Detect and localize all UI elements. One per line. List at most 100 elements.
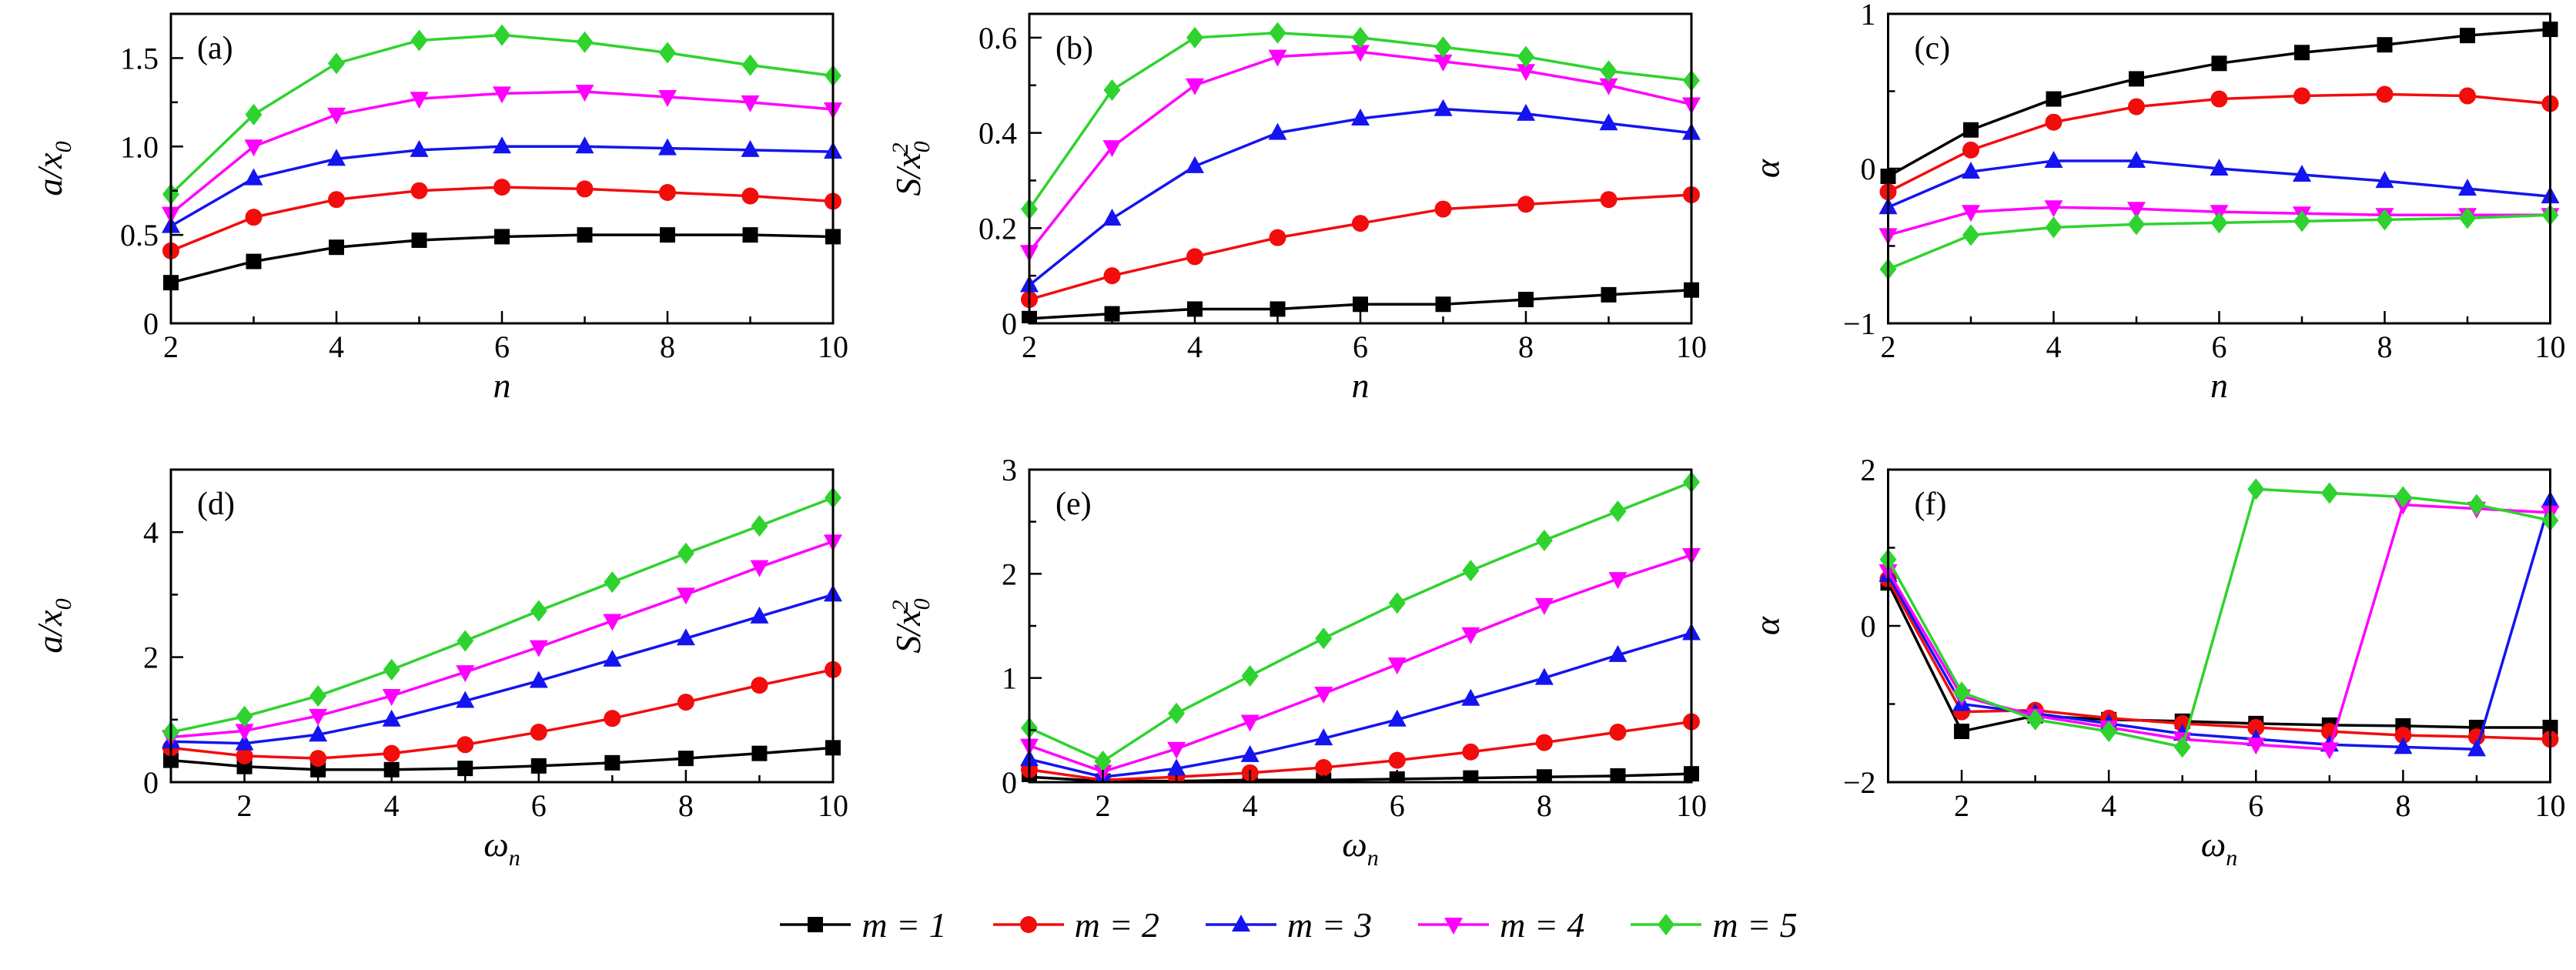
- triangle-up-marker: [2044, 150, 2063, 168]
- y-tick-label: 1.0: [120, 129, 159, 164]
- diamond-marker: [1315, 627, 1333, 650]
- panel-a-chart: 2 4 6 8 10 0 0.5 1.0 1.5 n a/x0 (a): [30, 12, 848, 405]
- diamond-marker: [2210, 212, 2228, 234]
- circle-marker: [1462, 743, 1480, 761]
- series-line: [1029, 720, 1692, 782]
- triangle-down-marker: [1517, 64, 1535, 82]
- square-marker: [383, 761, 400, 778]
- triangle-up-marker: [1599, 113, 1618, 131]
- diamond-marker: [2045, 216, 2062, 239]
- series-group: [162, 487, 842, 778]
- series-group: [162, 24, 842, 291]
- series-line: [1887, 92, 2551, 193]
- circle-marker: [2293, 87, 2310, 105]
- x-tick-label: 8: [1537, 788, 1552, 823]
- triangle-up-marker: [235, 733, 254, 751]
- triangle-down-marker: [493, 86, 511, 104]
- diamond-marker: [1609, 500, 1627, 523]
- triangle-up-marker: [575, 136, 594, 154]
- square-marker: [457, 761, 473, 777]
- axis-ticks: [171, 530, 835, 784]
- square-marker: [1610, 768, 1626, 782]
- y-tick-label: 4: [143, 515, 159, 550]
- series-group: [1878, 22, 2560, 280]
- triangle-up-marker: [1434, 99, 1453, 116]
- triangle-down-marker: [2127, 202, 2146, 219]
- square-marker: [1518, 292, 1534, 308]
- series-m5: [162, 487, 841, 744]
- triangle-down-marker: [2320, 742, 2339, 760]
- triangle-down-marker: [244, 139, 263, 157]
- diamond-marker: [245, 103, 263, 125]
- y-tick-label: 1: [1861, 0, 1876, 32]
- square-marker: [1963, 122, 1979, 138]
- diamond-marker: [1241, 664, 1259, 687]
- triangle-up-marker: [1534, 667, 1554, 685]
- series-group: [1020, 22, 1701, 323]
- circle-marker: [1434, 200, 1452, 218]
- circle-marker: [1517, 196, 1534, 213]
- circle-marker: [383, 744, 400, 762]
- triangle-up-marker: [741, 139, 760, 157]
- triangle-up-marker: [1102, 208, 1122, 226]
- triangle-up-marker: [1517, 103, 1535, 121]
- x-tick-label: 6: [1390, 788, 1405, 823]
- x-tick-label: 10: [818, 329, 848, 364]
- series-m3: [1020, 99, 1701, 293]
- x-tick-label: 4: [1187, 329, 1203, 364]
- legend-label: m = 3: [1286, 905, 1373, 945]
- square-marker: [1187, 301, 1203, 317]
- x-axis-label: ωn: [483, 824, 520, 871]
- triangle-down-marker: [1351, 45, 1370, 62]
- circle-marker: [576, 180, 594, 198]
- circle-marker: [1388, 751, 1406, 769]
- y-tick-label: 0: [1861, 609, 1876, 644]
- circle-marker: [410, 182, 428, 199]
- triangle-down-marker: [1314, 686, 1333, 704]
- triangle-up-marker: [1962, 162, 1980, 179]
- x-tick-label: 2: [163, 329, 179, 364]
- panel-d-chart: 2 4 6 8 10 0 2 4 ωn a/x0 (d): [30, 468, 848, 871]
- diamond-marker: [2320, 482, 2338, 504]
- panel-tag: (b): [1055, 31, 1093, 66]
- series-m4: [1020, 547, 1701, 782]
- diamond-marker: [1658, 914, 1675, 935]
- triangle-down-marker: [1186, 78, 1204, 95]
- square-marker: [1353, 296, 1368, 313]
- series-m1: [1022, 766, 1699, 782]
- diamond-marker: [2467, 493, 2485, 516]
- triangle-up-marker: [2458, 179, 2477, 196]
- x-tick-label: 6: [1353, 329, 1368, 364]
- diamond-marker: [493, 24, 510, 46]
- series-m3: [1878, 150, 2560, 215]
- series-m5: [1021, 22, 1700, 220]
- panel-b-chart: 2 4 6 8 10 0 0.2 0.4 0.6 n S/x02 (b): [888, 12, 1707, 405]
- square-marker: [660, 227, 675, 243]
- diamond-marker: [2026, 708, 2044, 731]
- series-m5: [1021, 471, 1700, 772]
- square-marker: [2046, 91, 2062, 107]
- diamond-marker: [1953, 681, 1971, 704]
- axes-frame: [1028, 468, 1693, 784]
- series-line: [1886, 503, 2551, 751]
- triangle-down-marker-icon: [1418, 918, 1490, 935]
- x-tick-label: 10: [818, 788, 848, 823]
- x-axis-label: n: [1352, 366, 1370, 405]
- square-marker: [742, 227, 758, 243]
- x-tick-label: 2: [1096, 788, 1111, 823]
- diamond-marker: [410, 29, 428, 52]
- x-tick-label: 4: [384, 788, 400, 823]
- series-m2: [162, 661, 841, 768]
- diamond-marker: [1600, 60, 1618, 82]
- triangle-up-marker: [750, 606, 769, 624]
- diamond-marker: [1517, 45, 1534, 68]
- y-tick-label: 2: [1861, 453, 1876, 487]
- square-marker: [1601, 286, 1617, 303]
- y-tick-label: 3: [1002, 453, 1017, 487]
- x-tick-label: 10: [2535, 329, 2566, 364]
- circle-marker: [493, 179, 510, 196]
- diamond-marker: [1434, 36, 1452, 59]
- y-tick-label: −1: [1843, 306, 1876, 341]
- x-tick-label: 8: [2377, 329, 2393, 364]
- series-m3: [162, 584, 842, 751]
